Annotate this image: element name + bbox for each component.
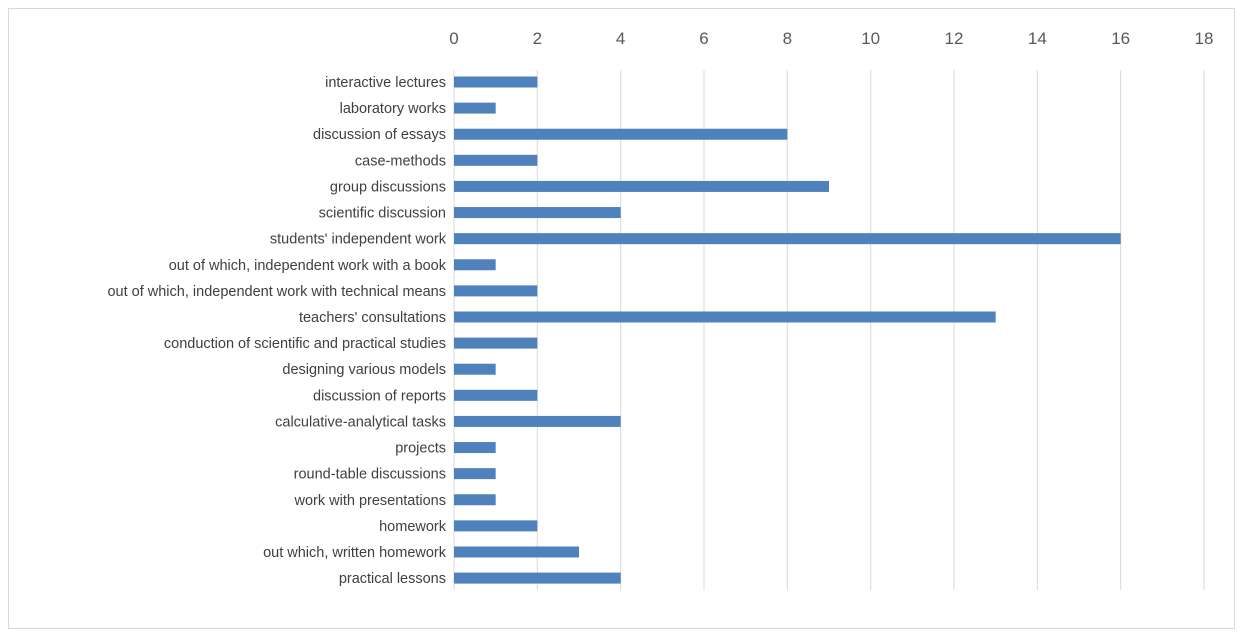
category-label: interactive lectures bbox=[325, 75, 446, 91]
category-label: group discussions bbox=[330, 179, 446, 195]
bar bbox=[454, 520, 538, 532]
bar bbox=[454, 207, 621, 219]
bar bbox=[454, 180, 829, 192]
x-tick-label: 18 bbox=[1195, 29, 1214, 48]
bar bbox=[454, 311, 996, 323]
category-label: practical lessons bbox=[339, 571, 446, 587]
x-tick-label: 12 bbox=[945, 29, 964, 48]
category-label: round-table discussions bbox=[294, 467, 446, 483]
bar bbox=[454, 337, 538, 349]
category-label: work with presentations bbox=[293, 493, 446, 509]
category-label: homework bbox=[379, 519, 447, 535]
x-tick-label: 0 bbox=[449, 29, 458, 48]
category-label: students' independent work bbox=[270, 232, 447, 248]
bar bbox=[454, 259, 496, 271]
category-label: conduction of scientific and practical s… bbox=[164, 336, 446, 352]
category-label: laboratory works bbox=[340, 101, 446, 117]
x-tick-label: 10 bbox=[861, 29, 880, 48]
bar bbox=[454, 285, 538, 297]
bar bbox=[454, 442, 496, 454]
category-label: scientific discussion bbox=[319, 206, 446, 222]
x-tick-label: 6 bbox=[699, 29, 708, 48]
category-label: designing various models bbox=[282, 362, 446, 378]
gridlines bbox=[453, 70, 1205, 590]
bar bbox=[454, 154, 538, 166]
category-label: out of which, independent work with a bo… bbox=[169, 258, 447, 274]
bars bbox=[454, 76, 1121, 584]
bar bbox=[454, 494, 496, 506]
x-tick-label: 8 bbox=[783, 29, 792, 48]
bar bbox=[454, 389, 538, 401]
category-label: case-methods bbox=[355, 153, 446, 169]
x-tick-labels: 0 2 4 6 8 10 12 14 16 18 bbox=[449, 29, 1213, 48]
x-tick-label: 4 bbox=[616, 29, 625, 48]
category-label: out which, written homework bbox=[263, 545, 447, 561]
category-label: projects bbox=[395, 441, 446, 457]
x-tick-label: 16 bbox=[1111, 29, 1130, 48]
bar bbox=[454, 415, 621, 427]
category-label: calculative-analytical tasks bbox=[275, 414, 446, 430]
x-tick-label: 2 bbox=[533, 29, 542, 48]
category-label: out of which, independent work with tech… bbox=[107, 284, 446, 300]
bar bbox=[454, 468, 496, 480]
category-label: discussion of essays bbox=[313, 127, 446, 143]
bar bbox=[454, 128, 788, 140]
category-label: teachers' consultations bbox=[299, 310, 446, 326]
bar bbox=[454, 546, 579, 558]
bar bbox=[454, 102, 496, 114]
bar bbox=[454, 572, 621, 584]
category-labels: interactive lectures laboratory works disc… bbox=[107, 75, 446, 587]
bar bbox=[454, 363, 496, 375]
x-tick-label: 14 bbox=[1028, 29, 1047, 48]
category-label: discussion of reports bbox=[313, 388, 446, 404]
bar bbox=[454, 233, 1121, 245]
bar bbox=[454, 76, 538, 88]
